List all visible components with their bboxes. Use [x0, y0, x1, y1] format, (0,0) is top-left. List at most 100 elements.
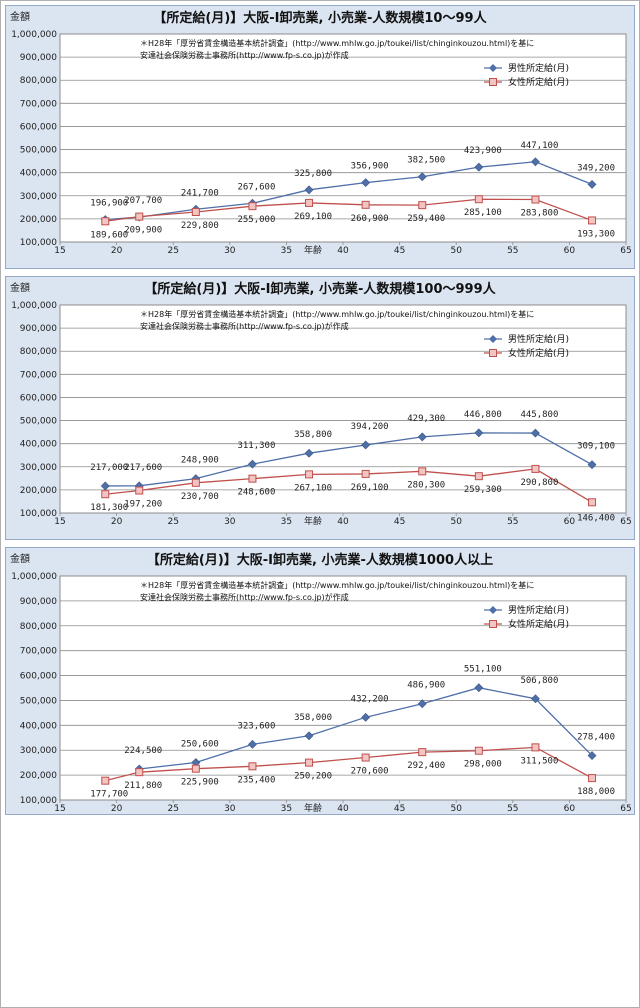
legend-marker [489, 78, 497, 86]
y-axis-label: 金額 [10, 10, 30, 23]
data-label: 259,400 [407, 214, 445, 224]
data-label: 446,800 [464, 410, 502, 420]
chart-svg: 【所定給(月)】大阪-I卸売業, 小売業-人数規模100～999人 金額 100,0… [10, 281, 632, 527]
x-tick-label: 25 [167, 804, 178, 814]
data-label: 349,200 [577, 163, 615, 173]
data-label: 217,000 [90, 463, 128, 473]
data-point-marker [474, 428, 484, 438]
chart-title: 【所定給(月)】大阪-I卸売業, 小売業-人数規模100～999人 [144, 281, 496, 297]
y-tick-label: 900,000 [20, 324, 57, 334]
chart-title: 【所定給(月)】大阪-I卸売業, 小売業-人数規模1000人以上 [147, 552, 493, 568]
x-tick-label: 35 [281, 804, 292, 814]
data-label: 197,200 [124, 500, 162, 510]
data-point-marker [531, 743, 540, 752]
x-tick-label: 15 [54, 517, 65, 527]
data-point-marker [474, 162, 484, 172]
data-point-marker [361, 753, 370, 762]
data-label: 280,300 [407, 480, 445, 490]
data-point-marker [588, 216, 597, 225]
x-axis-label: 年齢 [304, 515, 322, 527]
x-tick-label: 45 [394, 517, 405, 527]
x-tick-label: 50 [450, 246, 462, 256]
data-label: 486,900 [407, 681, 445, 691]
data-label: 382,500 [407, 156, 445, 166]
y-tick-label: 200,000 [20, 215, 57, 225]
data-label: 196,900 [90, 199, 128, 209]
source-note-line: 安達社会保険労務士事務所(http://www.fp-s.co.jp)が作成 [140, 50, 349, 60]
x-tick-label: 20 [111, 804, 123, 814]
data-point-marker [248, 474, 257, 483]
y-tick-label: 100,000 [20, 509, 57, 519]
data-label: 225,900 [181, 778, 219, 788]
y-tick-label: 800,000 [20, 622, 57, 632]
data-point-marker [135, 212, 144, 221]
data-point-marker [135, 486, 144, 495]
x-tick-label: 15 [54, 246, 65, 256]
data-label: 146,400 [577, 513, 615, 523]
chart-panel-size-100-999: 【所定給(月)】大阪-I卸売業, 小売業-人数規模100～999人 金額 100,0… [5, 276, 635, 540]
y-tick-label: 600,000 [20, 122, 57, 132]
y-tick-label: 600,000 [20, 672, 57, 682]
data-point-marker [191, 764, 200, 773]
legend-entry: 女性所定給(月) [508, 618, 569, 630]
data-point-marker [474, 683, 484, 693]
data-point-marker [418, 201, 427, 210]
x-tick-label: 30 [224, 517, 236, 527]
data-label: 255,000 [237, 215, 275, 225]
source-note-line: 安達社会保険労務士事務所(http://www.fp-s.co.jp)が作成 [140, 592, 349, 602]
data-label: 241,700 [181, 188, 219, 198]
data-point-marker [305, 758, 314, 767]
x-tick-label: 55 [507, 804, 518, 814]
x-tick-label: 65 [620, 517, 631, 527]
source-note-line: 安達社会保険労務士事務所(http://www.fp-s.co.jp)が作成 [140, 321, 349, 331]
data-label: 224,500 [124, 746, 162, 756]
data-label: 260,900 [351, 214, 389, 224]
data-point-marker [191, 208, 200, 217]
data-label: 290,800 [520, 478, 558, 488]
data-label: 445,800 [520, 410, 558, 420]
x-tick-label: 45 [394, 804, 405, 814]
legend-marker [489, 335, 497, 343]
y-tick-label: 1,000,000 [11, 301, 57, 311]
data-point-marker [361, 440, 371, 450]
chart-svg: 【所定給(月)】大阪-I卸売業, 小売業-人数規模1000人以上 金額 100,00… [10, 552, 632, 814]
data-point-marker [531, 195, 540, 204]
y-tick-label: 600,000 [20, 393, 57, 403]
x-tick-label: 40 [337, 517, 349, 527]
series-line-female [105, 198, 593, 222]
y-tick-label: 200,000 [20, 486, 57, 496]
data-label: 506,800 [520, 676, 558, 686]
data-label: 278,400 [577, 733, 615, 743]
legend-marker [489, 349, 497, 357]
data-label: 189,600 [90, 230, 128, 240]
data-point-marker [304, 448, 314, 458]
data-label: 358,000 [294, 713, 332, 723]
y-tick-label: 900,000 [20, 53, 57, 63]
data-point-marker [304, 185, 314, 195]
x-tick-label: 35 [281, 246, 292, 256]
data-label: 267,600 [237, 182, 275, 192]
data-point-marker [248, 739, 257, 749]
legend-entry: 男性所定給(月) [508, 604, 569, 616]
data-label: 259,300 [464, 485, 502, 495]
data-point-marker [417, 172, 427, 182]
data-label: 429,300 [407, 414, 445, 424]
x-tick-label: 55 [507, 517, 518, 527]
data-point-marker [474, 195, 483, 204]
data-label: 193,300 [577, 229, 615, 239]
plot-area [59, 304, 627, 514]
legend-entry: 男性所定給(月) [508, 333, 569, 345]
y-tick-label: 300,000 [20, 746, 57, 756]
y-tick-label: 700,000 [20, 99, 57, 109]
chart-svg: 【所定給(月)】大阪-I卸売業, 小売業-人数規模10～99人 金額 100,000… [10, 10, 632, 256]
legend-marker [489, 64, 497, 72]
data-label: 230,700 [181, 492, 219, 502]
chart-panel-size-10-99: 【所定給(月)】大阪-I卸売業, 小売業-人数規模10～99人 金額 100,000… [5, 5, 635, 269]
data-point-marker [100, 481, 110, 491]
legend-entry: 男性所定給(月) [508, 62, 569, 74]
x-tick-label: 60 [564, 804, 576, 814]
data-point-marker [248, 459, 257, 469]
data-label: 325,800 [294, 169, 332, 179]
y-tick-label: 400,000 [20, 721, 57, 731]
